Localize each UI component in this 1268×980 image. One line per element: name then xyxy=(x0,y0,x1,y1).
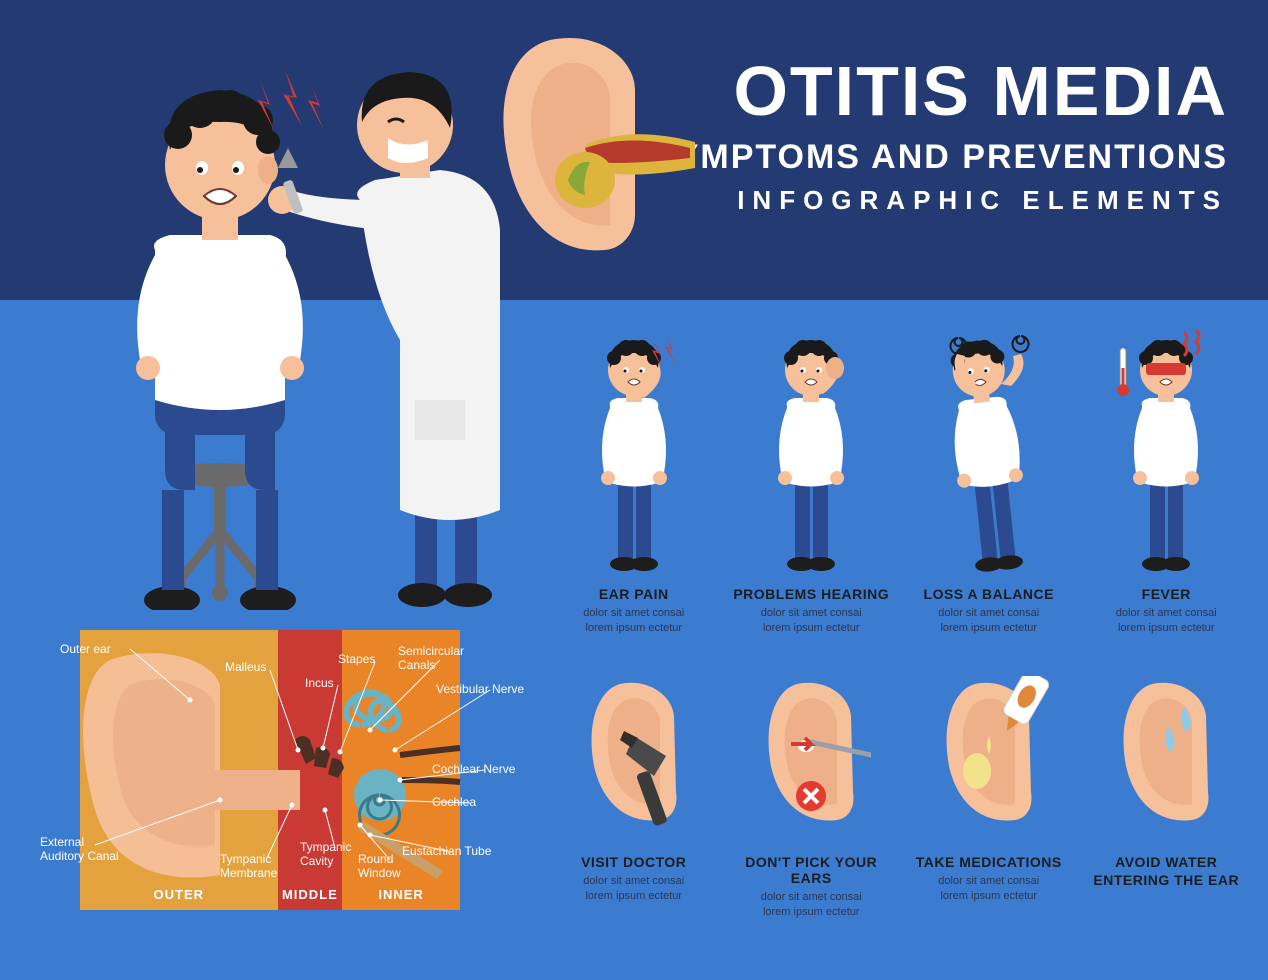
ear-water-icon xyxy=(1091,656,1241,846)
anatomy-label-cochlea: Cochlea xyxy=(432,795,476,809)
symptom-loss-balance: LOSS A BALANCE dolor sit amet consailore… xyxy=(905,318,1073,636)
person-balance-icon xyxy=(914,318,1064,578)
anatomy-label-cochlear-nerve: Cochlear Nerve xyxy=(432,762,515,776)
caption-title: FEVER xyxy=(1142,586,1191,602)
caption-title: TAKE MEDICATIONS xyxy=(916,854,1062,870)
caption-sub: dolor sit amet consailorem ipsum ectetur xyxy=(583,874,684,904)
anatomy-label-ext-aud-canal: ExternalAuditory Canal xyxy=(40,835,119,863)
anatomy-label-malleus: Malleus xyxy=(225,660,266,674)
caption-title: PROBLEMS HEARING xyxy=(733,586,889,602)
symptom-ear-pain: EAR PAIN dolor sit amet consailorem ipsu… xyxy=(550,318,718,636)
ear-otoscope-icon xyxy=(559,656,709,846)
ear-swab-no-icon xyxy=(736,656,886,846)
caption-sub: dolor sit amet consailorem ipsum ectetur xyxy=(761,606,862,636)
page-title: OTITIS MEDIA xyxy=(651,56,1228,126)
items-grid: EAR PAIN dolor sit amet consailorem ipsu… xyxy=(550,318,1250,919)
anatomy-label-vestibular: Vestibular Nerve xyxy=(436,682,524,696)
caption-title: DON'T PICK YOUR EARS xyxy=(728,854,896,886)
anatomy-label-outer-ear: Outer ear xyxy=(60,642,111,656)
infected-ear-illustration xyxy=(490,30,700,260)
anatomy-leader-lines xyxy=(40,630,510,930)
caption-sub: dolor sit amet consailorem ipsum ectetur xyxy=(1116,606,1217,636)
prevention-visit-doctor: VISIT DOCTOR dolor sit amet consailorem … xyxy=(550,656,718,920)
ear-anatomy-diagram: OUTER MIDDLE INNER xyxy=(40,630,510,930)
ear-drops-icon xyxy=(914,656,1064,846)
title-block: OTITIS MEDIA SYMPTOMS AND PREVENTIONS IN… xyxy=(651,56,1228,216)
symptom-problems-hearing: PROBLEMS HEARING dolor sit amet consailo… xyxy=(728,318,896,636)
caption-title: VISIT DOCTOR xyxy=(581,854,686,870)
anatomy-label-stapes: Stapes xyxy=(338,652,375,666)
person-fever-icon xyxy=(1091,318,1241,578)
symptom-fever: FEVER dolor sit amet consailorem ipsum e… xyxy=(1083,318,1251,636)
prevention-dont-pick: DON'T PICK YOUR EARS dolor sit amet cons… xyxy=(728,656,896,920)
page-tagline: INFOGRAPHIC ELEMENTS xyxy=(651,185,1228,216)
caption-sub: dolor sit amet consailorem ipsum ectetur xyxy=(761,890,862,920)
person-ear-pain-icon xyxy=(559,318,709,578)
person-hearing-icon xyxy=(736,318,886,578)
anatomy-label-semicircular: SemicircularCanals xyxy=(398,644,464,672)
anatomy-label-eustachian: Eustachian Tube xyxy=(402,844,491,858)
anatomy-label-round-window: RoundWindow xyxy=(358,852,401,880)
caption-sub: dolor sit amet consailorem ipsum ectetur xyxy=(938,874,1039,904)
caption-title: AVOID WATER xyxy=(1115,854,1217,870)
caption-title-2: ENTERING THE EAR xyxy=(1093,872,1239,888)
caption-title: EAR PAIN xyxy=(599,586,669,602)
anatomy-label-tymp-cavity: TympanicCavity xyxy=(300,840,351,868)
page-subtitle: SYMPTOMS AND PREVENTIONS xyxy=(651,138,1228,177)
caption-sub: dolor sit amet consailorem ipsum ectetur xyxy=(938,606,1039,636)
infographic-canvas: OTITIS MEDIA SYMPTOMS AND PREVENTIONS IN… xyxy=(0,0,1268,980)
anatomy-label-incus: Incus xyxy=(305,676,334,690)
caption-sub: dolor sit amet consailorem ipsum ectetur xyxy=(583,606,684,636)
hero-illustration xyxy=(100,40,520,610)
prevention-avoid-water: AVOID WATER ENTERING THE EAR xyxy=(1083,656,1251,920)
caption-title: LOSS A BALANCE xyxy=(924,586,1054,602)
anatomy-label-tymp-membrane: TympanicMembrane xyxy=(220,852,277,880)
prevention-take-meds: TAKE MEDICATIONS dolor sit amet consailo… xyxy=(905,656,1073,920)
